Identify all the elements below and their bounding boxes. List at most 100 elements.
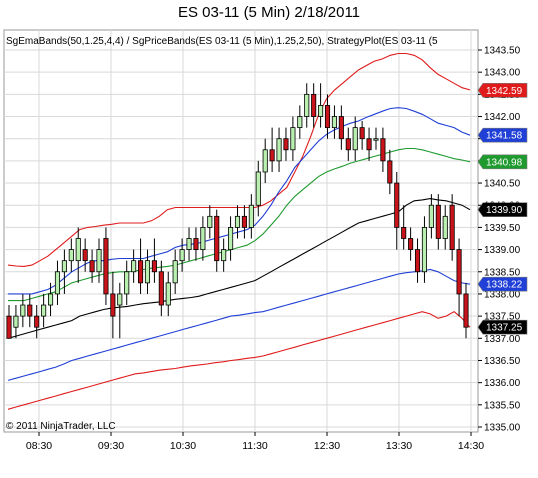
candle-body-up (131, 260, 137, 273)
candle (359, 120, 365, 150)
candle (290, 116, 296, 161)
candle (456, 238, 462, 317)
candle (138, 238, 144, 294)
x-axis: 08:30 09:30 10:30 11:30 12:30 13:30 14:30 (26, 432, 484, 452)
candle-body-up (428, 204, 434, 228)
candle (435, 194, 441, 250)
candle-body-up (172, 260, 178, 284)
candle-body-down (463, 293, 469, 328)
candle-body-down (414, 249, 421, 273)
candle (428, 194, 434, 239)
candle-body-down (283, 138, 289, 151)
candle-body-up (248, 204, 254, 228)
candle (20, 293, 26, 328)
copyright-text: © 2011 NinjaTrader, LLC (6, 421, 116, 432)
price-label-box (477, 83, 528, 98)
candle-body-up (352, 127, 358, 151)
candle-body-up (47, 293, 54, 306)
price-label-text: 1340.98 (486, 157, 523, 168)
candle (158, 260, 164, 317)
candle-body-down (338, 116, 344, 140)
candle-body-up (234, 215, 241, 228)
candle-body-up (186, 238, 192, 250)
candle-body-up (144, 260, 151, 284)
price-label-box (477, 202, 528, 217)
candle (103, 227, 109, 306)
candle-body-down (6, 315, 12, 339)
price-label: 1339.90 (477, 202, 528, 217)
y-tick-label: 1343.00 (484, 68, 521, 79)
y-tick-label: 1337.00 (484, 334, 521, 345)
candle-body-down (269, 149, 275, 162)
y-tick-label: 1335.00 (484, 423, 521, 434)
candle-body-up (442, 215, 448, 239)
candle (6, 305, 12, 339)
candle (41, 293, 47, 328)
upper-outer-band-line (7, 52, 471, 267)
candle (144, 249, 151, 294)
candle-body-up (421, 227, 428, 273)
candle (262, 138, 268, 184)
candle-body-up (207, 215, 213, 228)
price-label-box (477, 319, 528, 335)
candles (6, 83, 469, 339)
candle-body-up (117, 293, 123, 306)
price-label-text: 1337.25 (486, 323, 523, 334)
candle (449, 194, 455, 261)
candle-body-down (345, 138, 351, 151)
candle (269, 127, 275, 172)
candle (89, 249, 95, 283)
x-tick-label: 11:30 (242, 440, 268, 452)
candle-body-down (82, 249, 88, 262)
candle (193, 227, 199, 261)
candle (366, 127, 372, 161)
price-label-text: 1338.22 (486, 280, 523, 291)
y-tick-label: 1339.00 (484, 245, 521, 256)
candle (110, 271, 116, 339)
candle-body-up (124, 271, 130, 295)
candle (228, 216, 234, 261)
candle (408, 227, 414, 261)
candle (338, 105, 344, 150)
candle-body-down (449, 204, 455, 250)
candle (172, 249, 178, 294)
candle-body-down (359, 127, 365, 140)
candle (96, 238, 102, 283)
candle-body-up (373, 138, 379, 141)
middle-ema-line (8, 147, 471, 302)
candle-body-up (13, 315, 19, 328)
y-tick-label: 1342.00 (484, 112, 521, 123)
candle (165, 271, 171, 317)
y-tick-label: 1343.50 (484, 46, 521, 57)
candle (387, 149, 393, 195)
candle-body-down (387, 160, 393, 184)
candle (331, 105, 337, 139)
candle-body-up (276, 138, 282, 162)
candle-body-down (89, 260, 95, 273)
price-label: 1342.59 (477, 83, 528, 98)
candle-body-up (68, 249, 74, 262)
candle (151, 238, 157, 283)
y-tick-label: 1339.50 (484, 223, 521, 234)
candle (352, 116, 358, 161)
x-tick-label: 13:30 (386, 440, 412, 452)
x-tick-label: 12:30 (314, 440, 340, 452)
candle-body-down (103, 238, 109, 295)
candle-body-down (27, 304, 33, 317)
candle-body-down (151, 260, 157, 273)
y-tick-label: 1337.50 (484, 312, 521, 323)
candle (75, 227, 81, 283)
y-tick-label: 1338.00 (484, 289, 521, 300)
candle-body-down (138, 260, 144, 284)
price-label-box (477, 127, 528, 143)
y-tick-label: 1336.00 (484, 378, 521, 389)
y-tick-label: 1340.50 (484, 179, 521, 190)
candle-body-up (61, 260, 67, 273)
x-tick-label: 08:30 (26, 440, 52, 452)
candle (248, 194, 254, 239)
candle (61, 249, 67, 294)
candle (179, 238, 185, 272)
candle (27, 293, 33, 328)
candle (401, 205, 407, 250)
price-label-text: 1339.90 (486, 205, 523, 216)
